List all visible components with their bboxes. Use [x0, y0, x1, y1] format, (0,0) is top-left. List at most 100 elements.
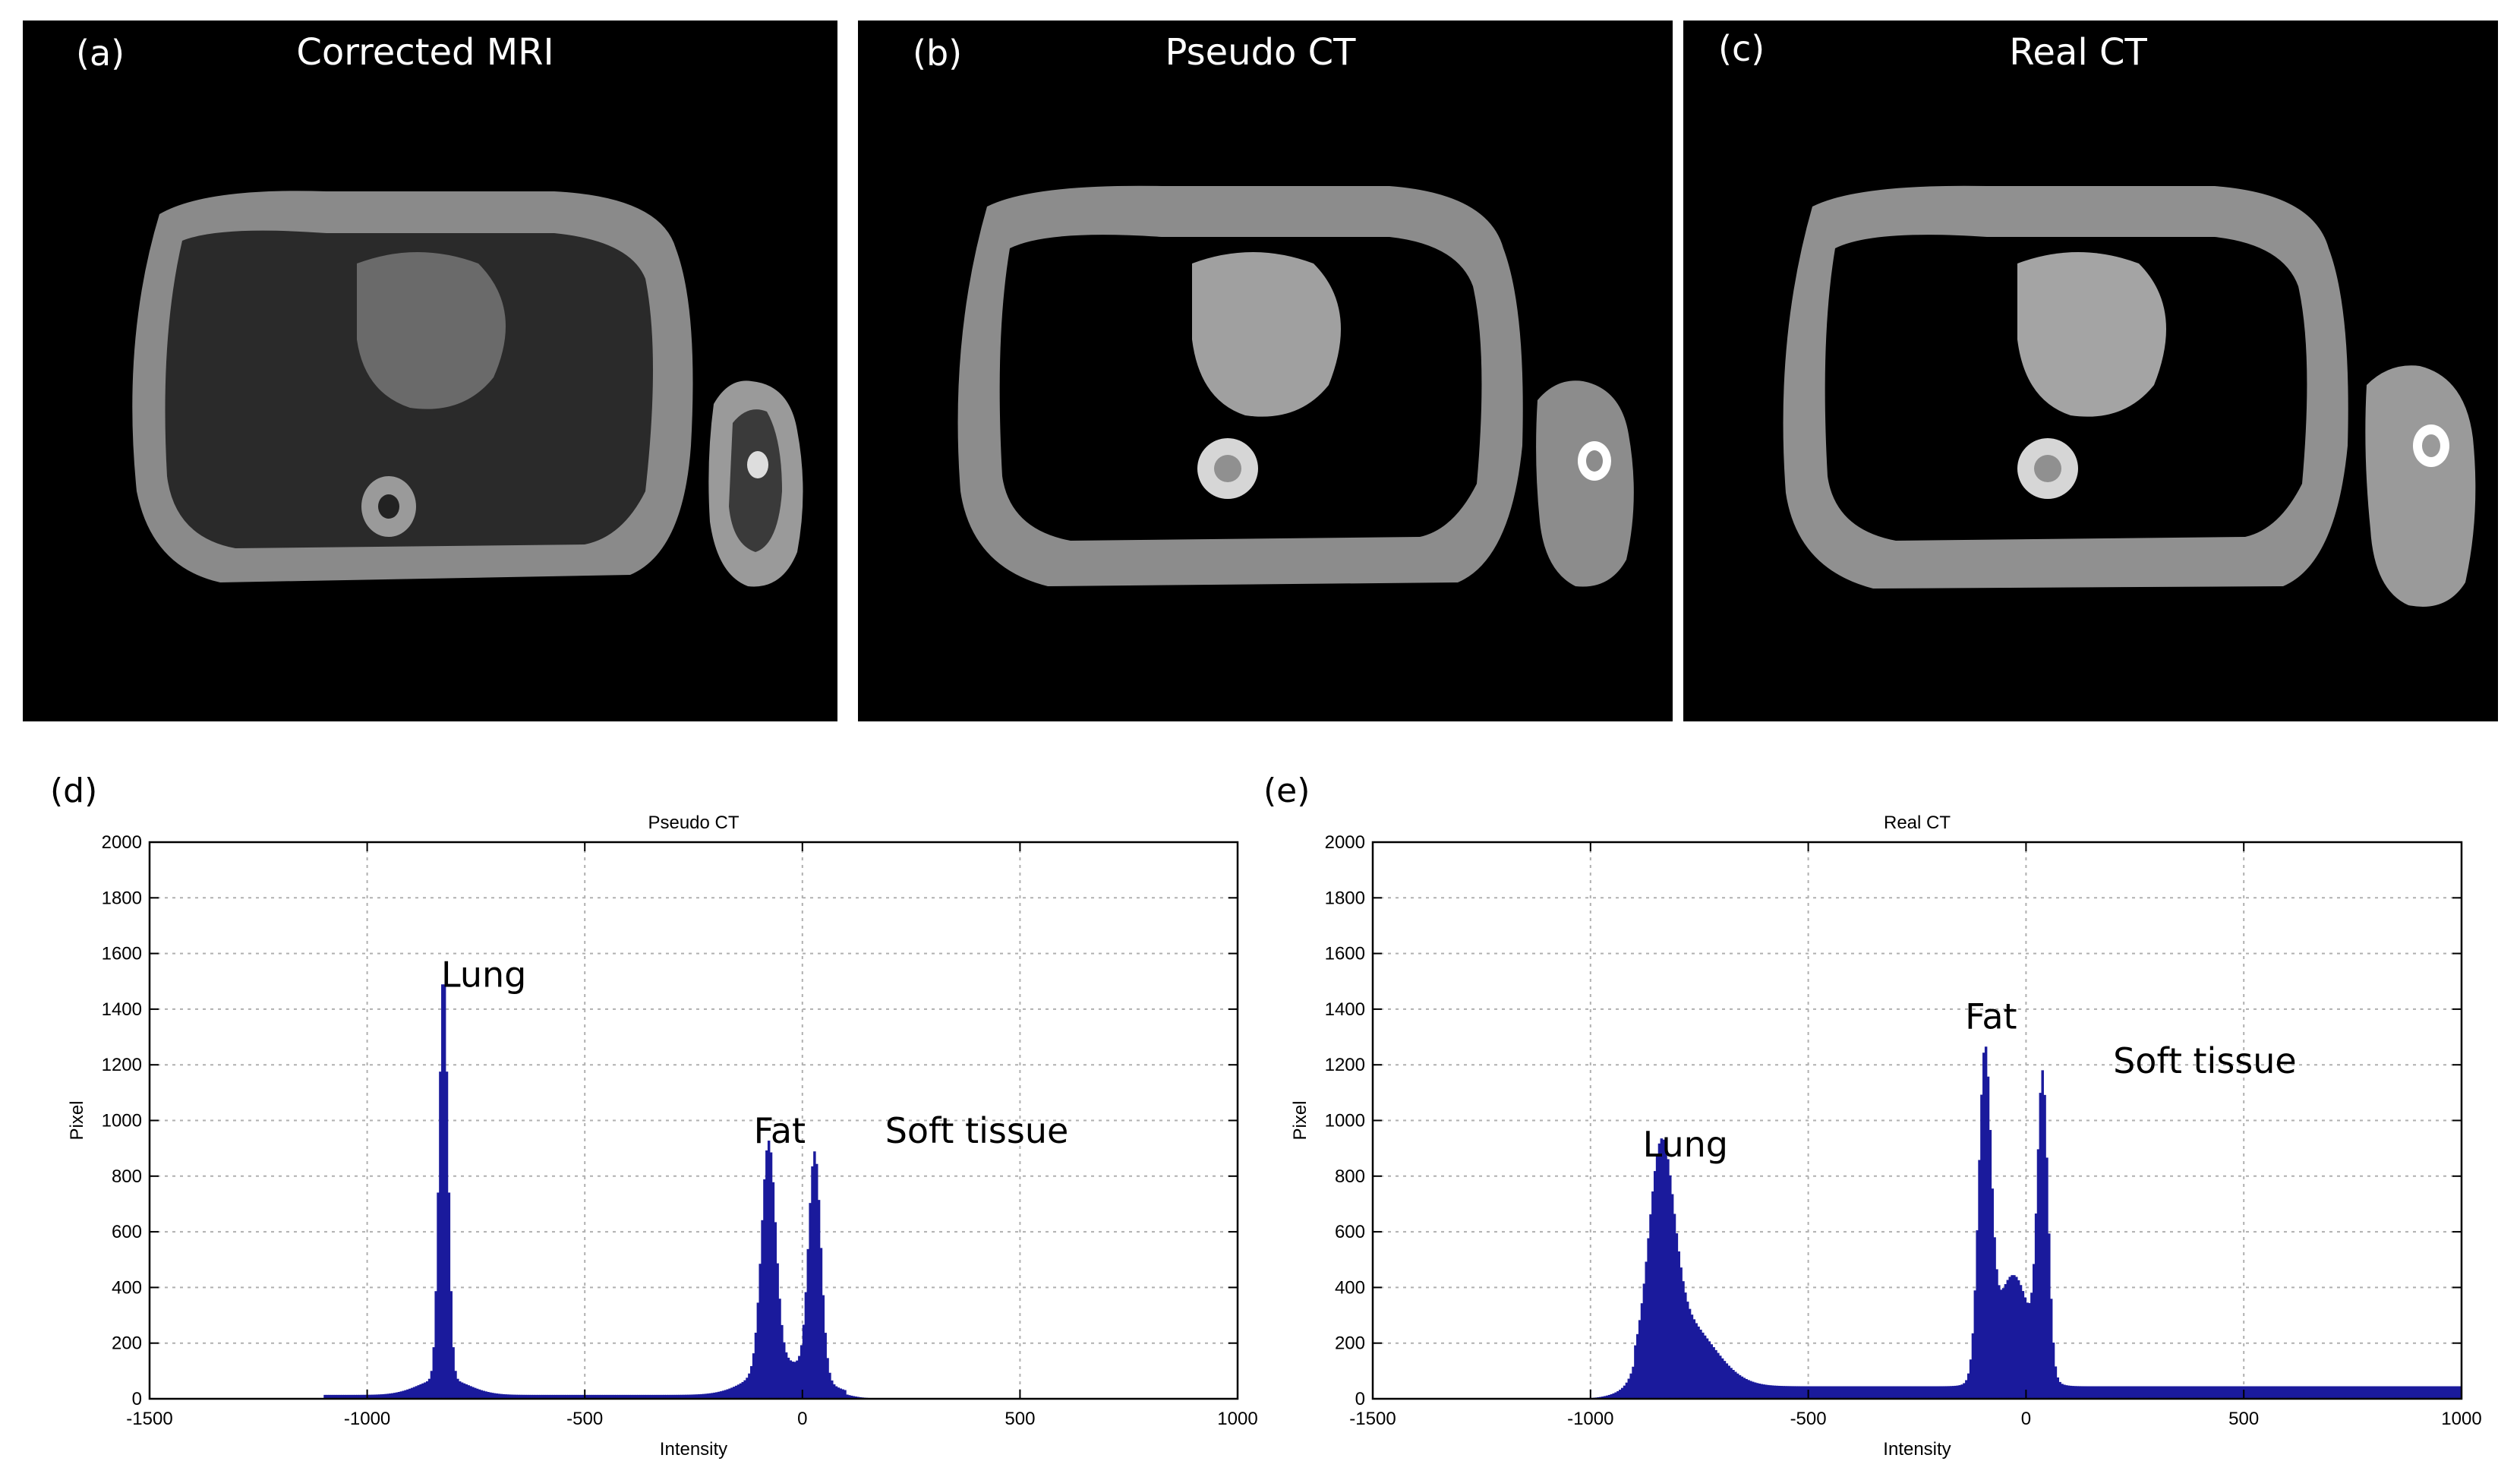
y-tick-label: 800	[1335, 1166, 1365, 1187]
histogram-bar	[841, 1389, 844, 1399]
histogram-bar	[2067, 1385, 2071, 1399]
pseudo-ct-scan-image	[858, 21, 1673, 721]
histogram-bar	[847, 1395, 851, 1399]
histogram-bar	[2163, 1386, 2166, 1399]
histogram-bar	[1793, 1386, 1796, 1399]
y-tick-label: 1600	[102, 944, 142, 964]
histogram-bar	[686, 1394, 690, 1399]
histogram-bar	[1923, 1386, 1927, 1399]
histogram-bar	[1958, 1385, 1961, 1399]
histogram-bar	[1836, 1386, 1840, 1399]
histogram-bar	[2154, 1386, 2158, 1399]
histogram-bar	[2080, 1386, 2083, 1399]
histogram-bar	[406, 1389, 409, 1399]
histogram-bar	[361, 1394, 364, 1399]
histogram-bar	[1645, 1261, 1648, 1399]
histogram-bar	[421, 1383, 424, 1399]
histogram-bar	[484, 1391, 487, 1399]
histogram-bar	[2417, 1386, 2421, 1399]
histogram-bar	[683, 1394, 686, 1399]
histogram-bar	[1965, 1380, 1968, 1399]
histogram-bar	[2161, 1386, 2164, 1399]
histogram-bar	[689, 1394, 692, 1399]
histogram-bar	[560, 1394, 564, 1399]
histogram-bar	[2274, 1386, 2277, 1399]
histogram-bar	[2124, 1386, 2127, 1399]
histogram-bar	[1695, 1323, 1698, 1399]
histogram-bar	[2269, 1386, 2273, 1399]
histogram-bar	[2324, 1386, 2327, 1399]
histogram-bar	[522, 1394, 525, 1399]
histogram-bar	[2191, 1386, 2194, 1399]
histogram-bar	[328, 1394, 331, 1399]
histogram-bar	[1623, 1385, 1626, 1399]
histogram-bar	[2204, 1386, 2208, 1399]
histogram-bar	[2030, 1292, 2033, 1399]
histogram-bar	[1895, 1386, 1898, 1399]
histogram-bar	[2385, 1386, 2389, 1399]
histogram-bar	[1925, 1386, 1929, 1399]
histogram-bar	[2376, 1386, 2380, 1399]
histogram-bar	[519, 1394, 522, 1399]
histogram-bar	[632, 1394, 636, 1399]
histogram-bar	[1771, 1385, 1774, 1399]
histogram-bar	[2091, 1386, 2094, 1399]
histogram-bar	[1773, 1385, 1777, 1399]
histogram-bar	[2433, 1386, 2436, 1399]
histogram-bar	[1625, 1382, 1629, 1399]
histogram-bar	[2354, 1386, 2358, 1399]
histogram-bar	[558, 1394, 562, 1399]
histogram-bar	[837, 1387, 841, 1399]
histogram-bar	[2146, 1386, 2149, 1399]
histogram-bar	[1795, 1386, 1798, 1399]
histogram-bar	[1604, 1396, 1607, 1399]
histogram-bar	[1677, 1251, 1680, 1399]
histogram-bar	[2239, 1386, 2242, 1399]
y-tick-label: 1400	[102, 999, 142, 1020]
pseudo-ct-image-panel: (b) Pseudo CT	[858, 21, 1673, 721]
histogram-bar	[454, 1371, 457, 1399]
histogram-bar	[2372, 1386, 2375, 1399]
histogram-bar	[2149, 1386, 2153, 1399]
histogram-bar	[415, 1386, 418, 1399]
histogram-bar	[2104, 1386, 2108, 1399]
histogram-bar	[371, 1394, 374, 1399]
histogram-bar	[691, 1394, 695, 1399]
histogram-bar	[585, 1394, 588, 1399]
histogram-bar	[2082, 1386, 2086, 1399]
histogram-bar	[739, 1383, 743, 1399]
histogram-bar	[545, 1394, 549, 1399]
histogram-bar	[2222, 1386, 2225, 1399]
histogram-bar	[2056, 1377, 2060, 1399]
histogram-bar	[1620, 1387, 1624, 1399]
histogram-bar	[2119, 1386, 2123, 1399]
histogram-bar	[767, 1141, 771, 1399]
histogram-bar	[2194, 1386, 2197, 1399]
histogram-bar	[1745, 1378, 1748, 1399]
histogram-bar	[2387, 1386, 2390, 1399]
histogram-bar	[787, 1357, 790, 1399]
histogram-bar	[332, 1394, 336, 1399]
histogram-bar	[2219, 1386, 2223, 1399]
histogram-bar	[1782, 1386, 1785, 1399]
histogram-bar	[349, 1394, 353, 1399]
histogram-bar	[1875, 1386, 1878, 1399]
histogram-bar	[2370, 1386, 2373, 1399]
histogram-bar	[1803, 1386, 1807, 1399]
histogram-bar	[1960, 1384, 1963, 1399]
histogram-bar	[1616, 1390, 1620, 1399]
histogram-bar	[1667, 1159, 1670, 1399]
histogram-bar	[1978, 1160, 1981, 1399]
histogram-bar	[1993, 1237, 1996, 1399]
histogram-bar	[1871, 1386, 1875, 1399]
histogram-bar	[2392, 1386, 2395, 1399]
histogram-bar	[341, 1394, 344, 1399]
histogram-bar	[1936, 1386, 1940, 1399]
histogram-bar	[397, 1391, 401, 1399]
histogram-bar	[2011, 1275, 2014, 1399]
histogram-bar	[452, 1347, 455, 1399]
histogram-bar	[813, 1151, 816, 1399]
histogram-bar	[1938, 1386, 1942, 1399]
histogram-bar	[610, 1394, 614, 1399]
